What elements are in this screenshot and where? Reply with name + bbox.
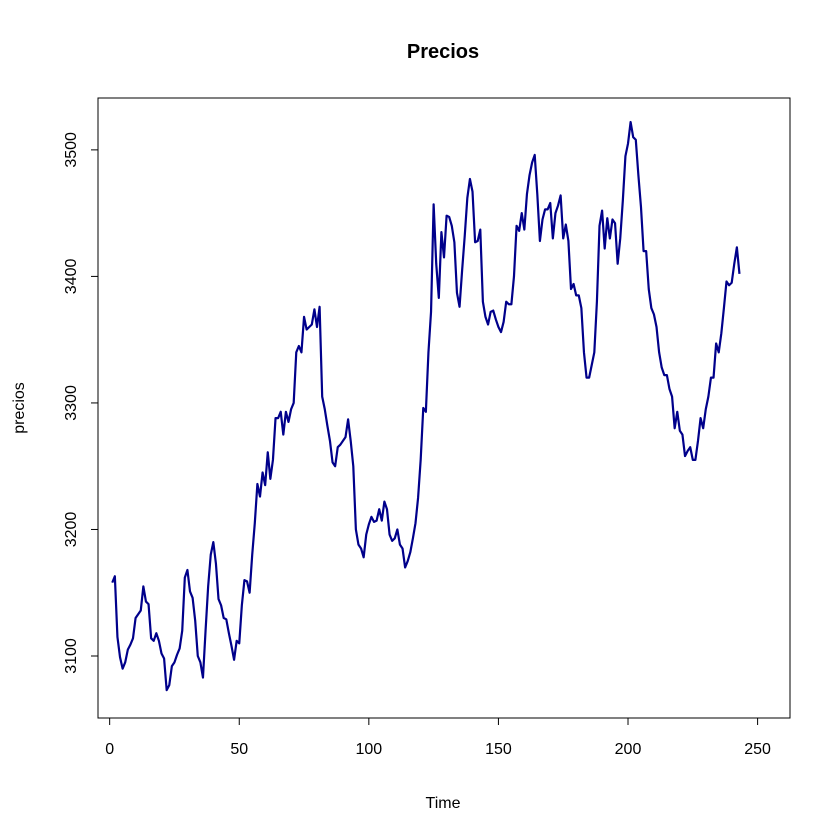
y-tick-label: 3300 xyxy=(63,385,80,421)
chart-title: Precios xyxy=(407,41,479,63)
plot-frame xyxy=(97,97,791,719)
x-axis-label: Time xyxy=(426,795,461,812)
x-tick-label: 150 xyxy=(485,741,512,758)
y-tick-label: 3500 xyxy=(63,132,80,168)
x-tick-label: 100 xyxy=(355,741,382,758)
y-axis-label: precios xyxy=(11,382,28,434)
y-tick-label: 3200 xyxy=(63,512,80,548)
y-tick-label: 3400 xyxy=(63,259,80,295)
x-tick-label: 200 xyxy=(615,741,642,758)
x-tick-label: 0 xyxy=(105,741,114,758)
x-axis: 0 50 100 150 200 250 xyxy=(105,717,771,758)
price-series-line xyxy=(111,120,741,692)
y-tick-label: 3100 xyxy=(63,638,80,674)
y-axis: 3100 3200 3300 3400 3500 xyxy=(63,132,99,674)
x-tick-label: 50 xyxy=(230,741,248,758)
x-tick-label: 250 xyxy=(744,741,771,758)
